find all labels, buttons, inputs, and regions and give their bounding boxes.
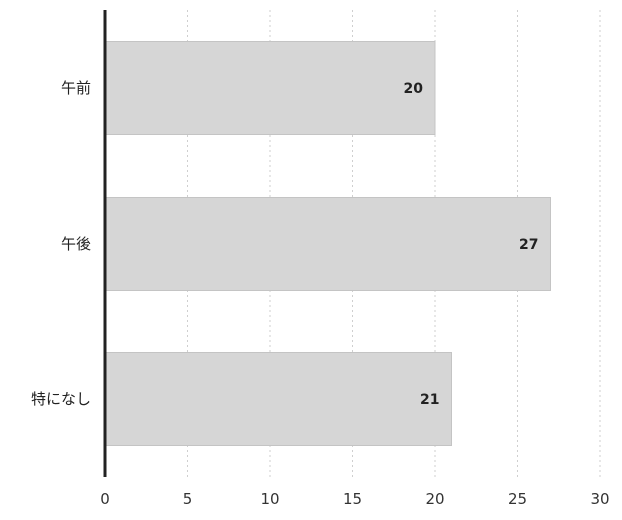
bar-2 [104,352,452,446]
bars [104,41,551,446]
data-label: 27 [519,237,538,253]
data-label: 20 [404,81,424,97]
labels: 0 5 10 15 20 25 30 午前 20 午後 27 特になし 21 [31,79,610,508]
data-label: 21 [420,392,439,408]
x-tick-label: 15 [343,490,362,508]
x-tick-label: 30 [590,490,609,508]
x-tick-label: 0 [100,490,110,508]
category-label: 午前 [61,79,91,97]
x-tick-label: 25 [508,490,527,508]
bar-1 [104,197,551,291]
x-tick-label: 10 [260,490,279,508]
category-label: 特になし [31,390,91,408]
x-tick-label: 20 [425,490,444,508]
x-tick-label: 5 [183,490,193,508]
bar-0 [104,41,436,135]
category-label: 午後 [61,235,91,253]
